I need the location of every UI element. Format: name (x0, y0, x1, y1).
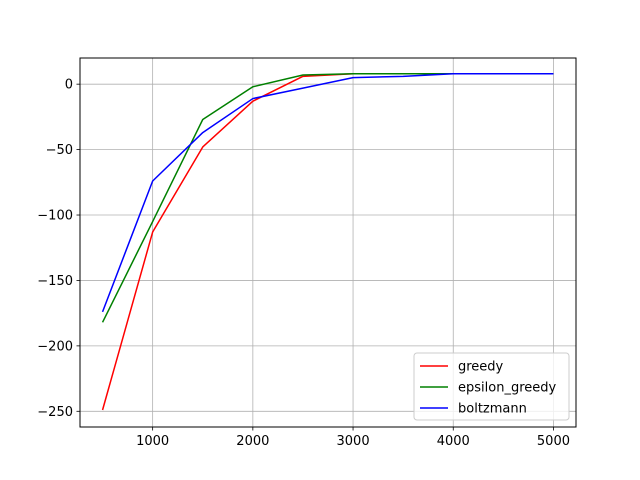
x-tick-label: 2000 (236, 434, 269, 449)
legend-box (413, 352, 570, 421)
x-tick-label: 1000 (136, 434, 169, 449)
legend-label: epsilon_greedy (458, 381, 556, 396)
legend-label: boltzmann (458, 402, 527, 417)
legend: greedy epsilon_greedy boltzmann (413, 352, 570, 421)
y-tick-label: −100 (37, 209, 73, 224)
y-tick-label: −150 (37, 274, 73, 289)
legend-label: greedy (458, 360, 504, 375)
x-tick-label: 3000 (337, 434, 370, 449)
y-axis-ticks: 0 −50 −100 −150 −200 −250 (37, 78, 80, 420)
series-lines (101, 72, 554, 411)
y-tick-label: −250 (37, 405, 73, 420)
x-tick-label: 4000 (437, 434, 470, 449)
y-tick-label: −200 (37, 339, 73, 354)
y-tick-label: −50 (46, 143, 73, 158)
x-tick-label: 5000 (537, 434, 570, 449)
x-axis-ticks: 1000 2000 3000 4000 5000 (136, 427, 570, 449)
y-tick-label: 0 (65, 78, 73, 93)
plot-frame (79, 57, 577, 428)
series-line-boltzmann (101, 72, 554, 313)
